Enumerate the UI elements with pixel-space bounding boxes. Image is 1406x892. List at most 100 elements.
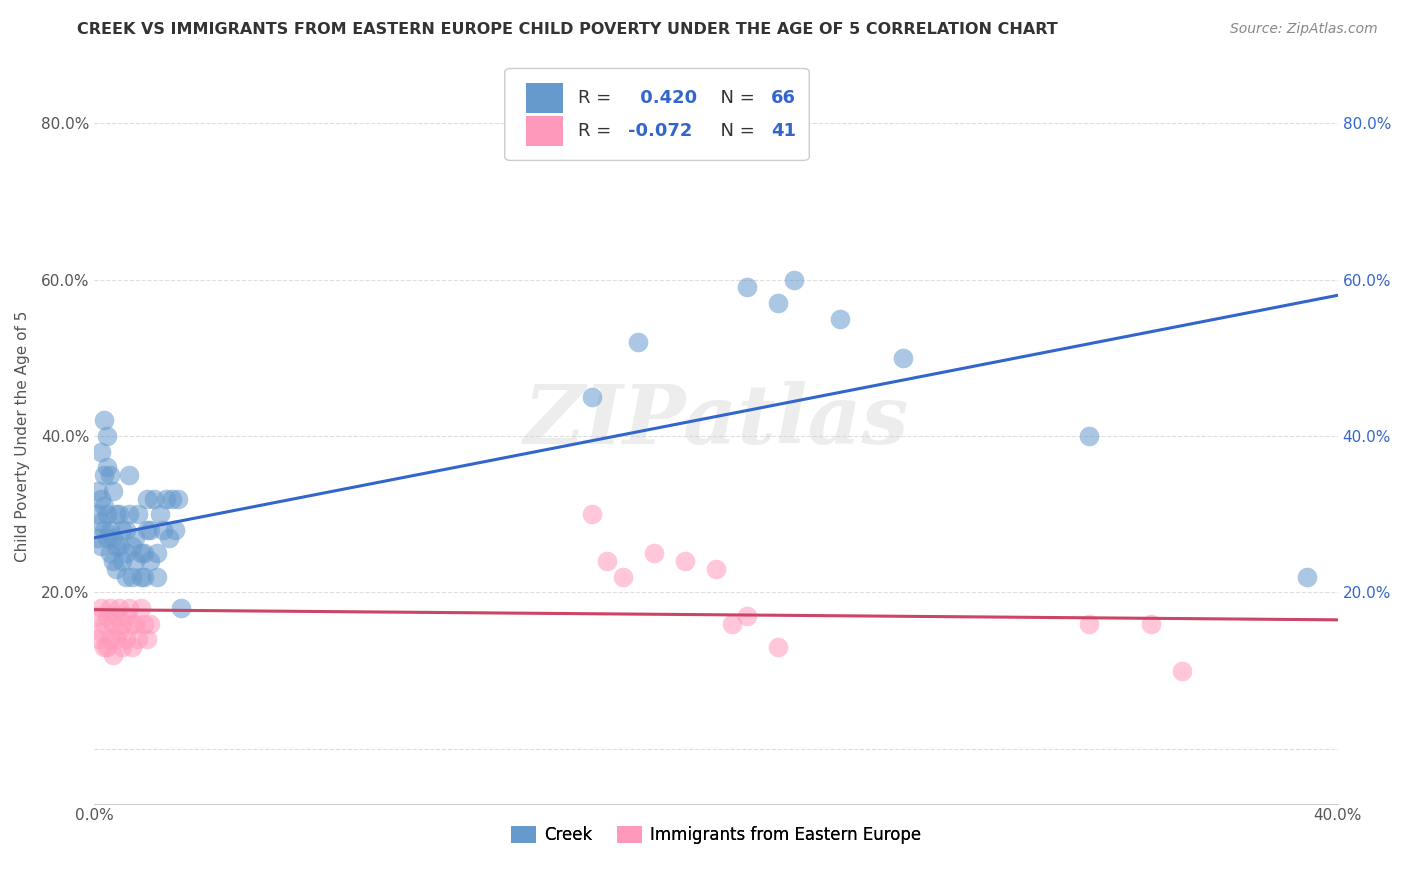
Text: 66: 66 bbox=[770, 89, 796, 107]
Point bbox=[90, 515, 112, 529]
Point bbox=[134, 616, 156, 631]
Point bbox=[105, 508, 128, 522]
Point bbox=[121, 640, 143, 655]
Point bbox=[1295, 570, 1317, 584]
Point bbox=[105, 632, 128, 647]
Point bbox=[98, 523, 121, 537]
Point bbox=[96, 508, 118, 522]
Point bbox=[735, 280, 758, 294]
Point bbox=[98, 632, 121, 647]
Point bbox=[93, 413, 115, 427]
Point bbox=[108, 539, 131, 553]
Point bbox=[704, 562, 727, 576]
Point bbox=[93, 500, 115, 514]
Point bbox=[90, 539, 112, 553]
Point bbox=[581, 508, 603, 522]
Point bbox=[170, 601, 193, 615]
Point bbox=[157, 531, 180, 545]
Point bbox=[145, 570, 167, 584]
Point bbox=[114, 632, 136, 647]
Point bbox=[96, 609, 118, 624]
FancyBboxPatch shape bbox=[505, 69, 810, 161]
Point bbox=[612, 570, 634, 584]
Point bbox=[129, 601, 152, 615]
Point bbox=[93, 468, 115, 483]
Point bbox=[118, 468, 141, 483]
Point bbox=[134, 570, 156, 584]
Point bbox=[108, 601, 131, 615]
Point bbox=[149, 508, 172, 522]
Bar bbox=[526, 116, 564, 145]
Point bbox=[114, 570, 136, 584]
Point bbox=[111, 554, 134, 568]
Legend: Creek, Immigrants from Eastern Europe: Creek, Immigrants from Eastern Europe bbox=[503, 819, 928, 850]
Point bbox=[136, 632, 159, 647]
Point bbox=[101, 483, 124, 498]
Point bbox=[155, 491, 177, 506]
Point bbox=[114, 523, 136, 537]
Point bbox=[96, 429, 118, 443]
Point bbox=[596, 554, 619, 568]
Point bbox=[124, 616, 146, 631]
Point bbox=[90, 491, 112, 506]
Point bbox=[167, 491, 190, 506]
Y-axis label: Child Poverty Under the Age of 5: Child Poverty Under the Age of 5 bbox=[15, 310, 30, 562]
Point bbox=[145, 546, 167, 560]
Point bbox=[98, 601, 121, 615]
Point bbox=[735, 609, 758, 624]
Point bbox=[129, 546, 152, 560]
Point bbox=[114, 609, 136, 624]
Point bbox=[90, 444, 112, 458]
Point bbox=[124, 554, 146, 568]
Point bbox=[96, 640, 118, 655]
Point bbox=[766, 296, 789, 310]
Point bbox=[121, 539, 143, 553]
Point bbox=[86, 609, 108, 624]
Text: ZIPatlas: ZIPatlas bbox=[523, 382, 908, 461]
Point bbox=[783, 273, 806, 287]
Point bbox=[720, 616, 742, 631]
Point bbox=[96, 460, 118, 475]
Text: R =: R = bbox=[578, 122, 617, 140]
Point bbox=[108, 624, 131, 639]
Point bbox=[101, 531, 124, 545]
Point bbox=[124, 531, 146, 545]
Point bbox=[105, 562, 128, 576]
Point bbox=[134, 546, 156, 560]
Point bbox=[766, 640, 789, 655]
Point bbox=[98, 546, 121, 560]
Point bbox=[118, 601, 141, 615]
Point bbox=[101, 554, 124, 568]
Point bbox=[118, 508, 141, 522]
Point bbox=[142, 491, 165, 506]
Point bbox=[105, 609, 128, 624]
Point bbox=[105, 539, 128, 553]
Point bbox=[93, 523, 115, 537]
Point bbox=[139, 554, 162, 568]
Point bbox=[160, 491, 183, 506]
Text: 0.420: 0.420 bbox=[634, 89, 697, 107]
Point bbox=[101, 648, 124, 662]
Point bbox=[139, 616, 162, 631]
Point bbox=[108, 508, 131, 522]
Point bbox=[86, 531, 108, 545]
Point bbox=[152, 523, 174, 537]
Point bbox=[90, 601, 112, 615]
Point bbox=[101, 616, 124, 631]
Point bbox=[129, 570, 152, 584]
Point bbox=[1171, 664, 1194, 678]
Point bbox=[1078, 616, 1101, 631]
Point bbox=[111, 640, 134, 655]
Text: R =: R = bbox=[578, 89, 617, 107]
Point bbox=[86, 508, 108, 522]
Point bbox=[86, 483, 108, 498]
Point bbox=[673, 554, 696, 568]
Text: CREEK VS IMMIGRANTS FROM EASTERN EUROPE CHILD POVERTY UNDER THE AGE OF 5 CORRELA: CREEK VS IMMIGRANTS FROM EASTERN EUROPE … bbox=[77, 22, 1059, 37]
Point bbox=[93, 616, 115, 631]
Text: N =: N = bbox=[709, 89, 761, 107]
Text: N =: N = bbox=[709, 122, 761, 140]
Point bbox=[90, 624, 112, 639]
Point bbox=[98, 468, 121, 483]
Point bbox=[136, 523, 159, 537]
Bar bbox=[526, 83, 564, 112]
